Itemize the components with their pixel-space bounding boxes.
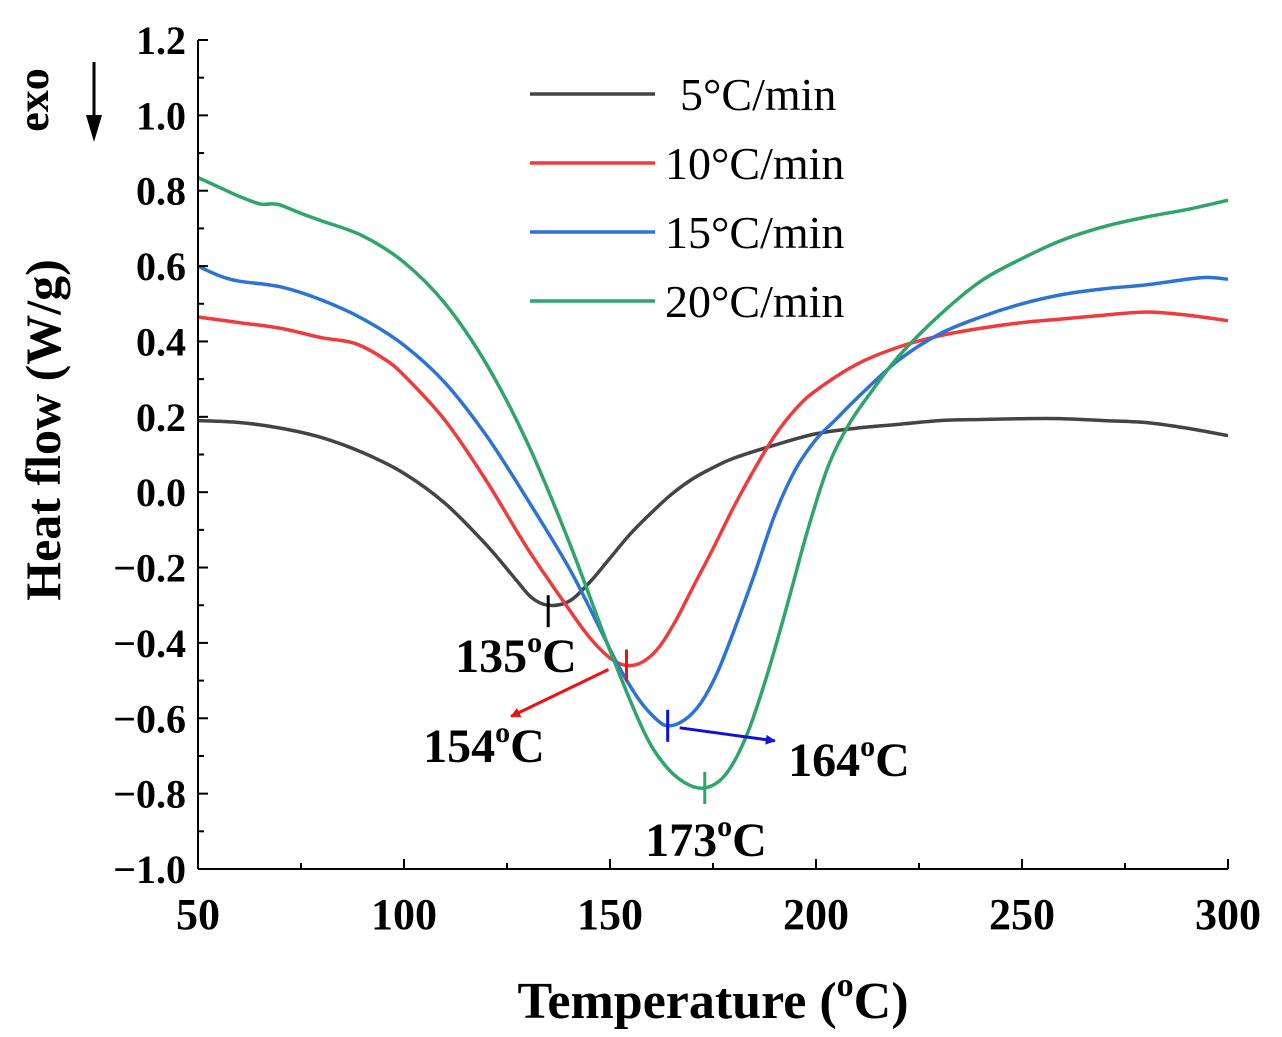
y-tick-label: −0.2 (113, 546, 186, 591)
legend-label-2: 10°C/min (665, 138, 844, 189)
y-tick-label: 1.0 (136, 93, 186, 138)
x-tick-label: 250 (989, 890, 1055, 939)
y-tick-label: −0.6 (113, 696, 186, 741)
y-axis-title: Heat flow (W/g) (15, 259, 71, 601)
peak-label-value: 173 (645, 814, 717, 867)
y-tick-label: −1.0 (113, 847, 186, 892)
x-tick-label: 50 (176, 890, 220, 939)
peak-label-unit: C (510, 720, 545, 773)
x-axis-title-main: Temperature ( (517, 973, 836, 1030)
series-layer (197, 175, 1229, 791)
x-tick-label: 300 (1195, 890, 1261, 939)
series-line-3 (197, 264, 1229, 728)
peak-label-173: 173oC (645, 810, 767, 867)
series-line-1 (197, 416, 1229, 608)
y-tick-label: −0.8 (113, 772, 186, 817)
peak-label-164: 164oC (788, 730, 910, 787)
legend-label-4: 20°C/min (665, 276, 844, 327)
y-tick-label: 0.2 (136, 395, 186, 440)
peak-arrow-164 (679, 726, 776, 745)
x-axis-title-sup: o (837, 967, 854, 1004)
peak-label-sup: o (495, 716, 510, 749)
peak-label-sup: o (527, 626, 542, 659)
peak-label-154: 154oC (423, 716, 545, 773)
legend-label-1: 5°C/min (680, 69, 836, 120)
x-tick-label: 100 (371, 890, 437, 939)
y-tick-label: 1.2 (136, 18, 186, 63)
peak-label-value: 135 (455, 630, 527, 683)
y-tick-label: 0.6 (136, 244, 186, 289)
x-tick-label: 200 (783, 890, 849, 939)
exo-label: exo (9, 68, 58, 132)
x-axis-title: Temperature (oC) (517, 967, 908, 1030)
peak-label-value: 154 (423, 720, 495, 773)
y-tick-label: −0.4 (113, 621, 186, 666)
series-line-2 (197, 310, 1229, 668)
peak-label-unit: C (732, 814, 767, 867)
peak-label-sup: o (860, 730, 875, 763)
peak-label-135: 135oC (455, 626, 577, 683)
series-line-4 (197, 175, 1229, 791)
legend-label-3: 15°C/min (665, 207, 844, 258)
peak-label-sup: o (717, 810, 732, 843)
x-axis-title-unit: C) (854, 973, 909, 1030)
y-tick-label: 0.8 (136, 169, 186, 214)
peak-label-unit: C (875, 734, 910, 787)
legend: 5°C/min 10°C/min 15°C/min 20°C/min (530, 69, 844, 327)
axes-layer: 50 100 150 200 250 300 1.2 1.0 0.8 0.6 0.4 0.2 0.0 −0… (9, 18, 1261, 1030)
peak-label-unit: C (542, 630, 577, 683)
peak-label-value: 164 (788, 734, 860, 787)
peak-arrow-154 (510, 668, 610, 718)
y-tick-label: 0.0 (136, 470, 186, 515)
exo-arrow-head-icon (86, 115, 102, 142)
y-tick-label: 0.4 (136, 319, 186, 364)
x-tick-label: 150 (577, 890, 643, 939)
